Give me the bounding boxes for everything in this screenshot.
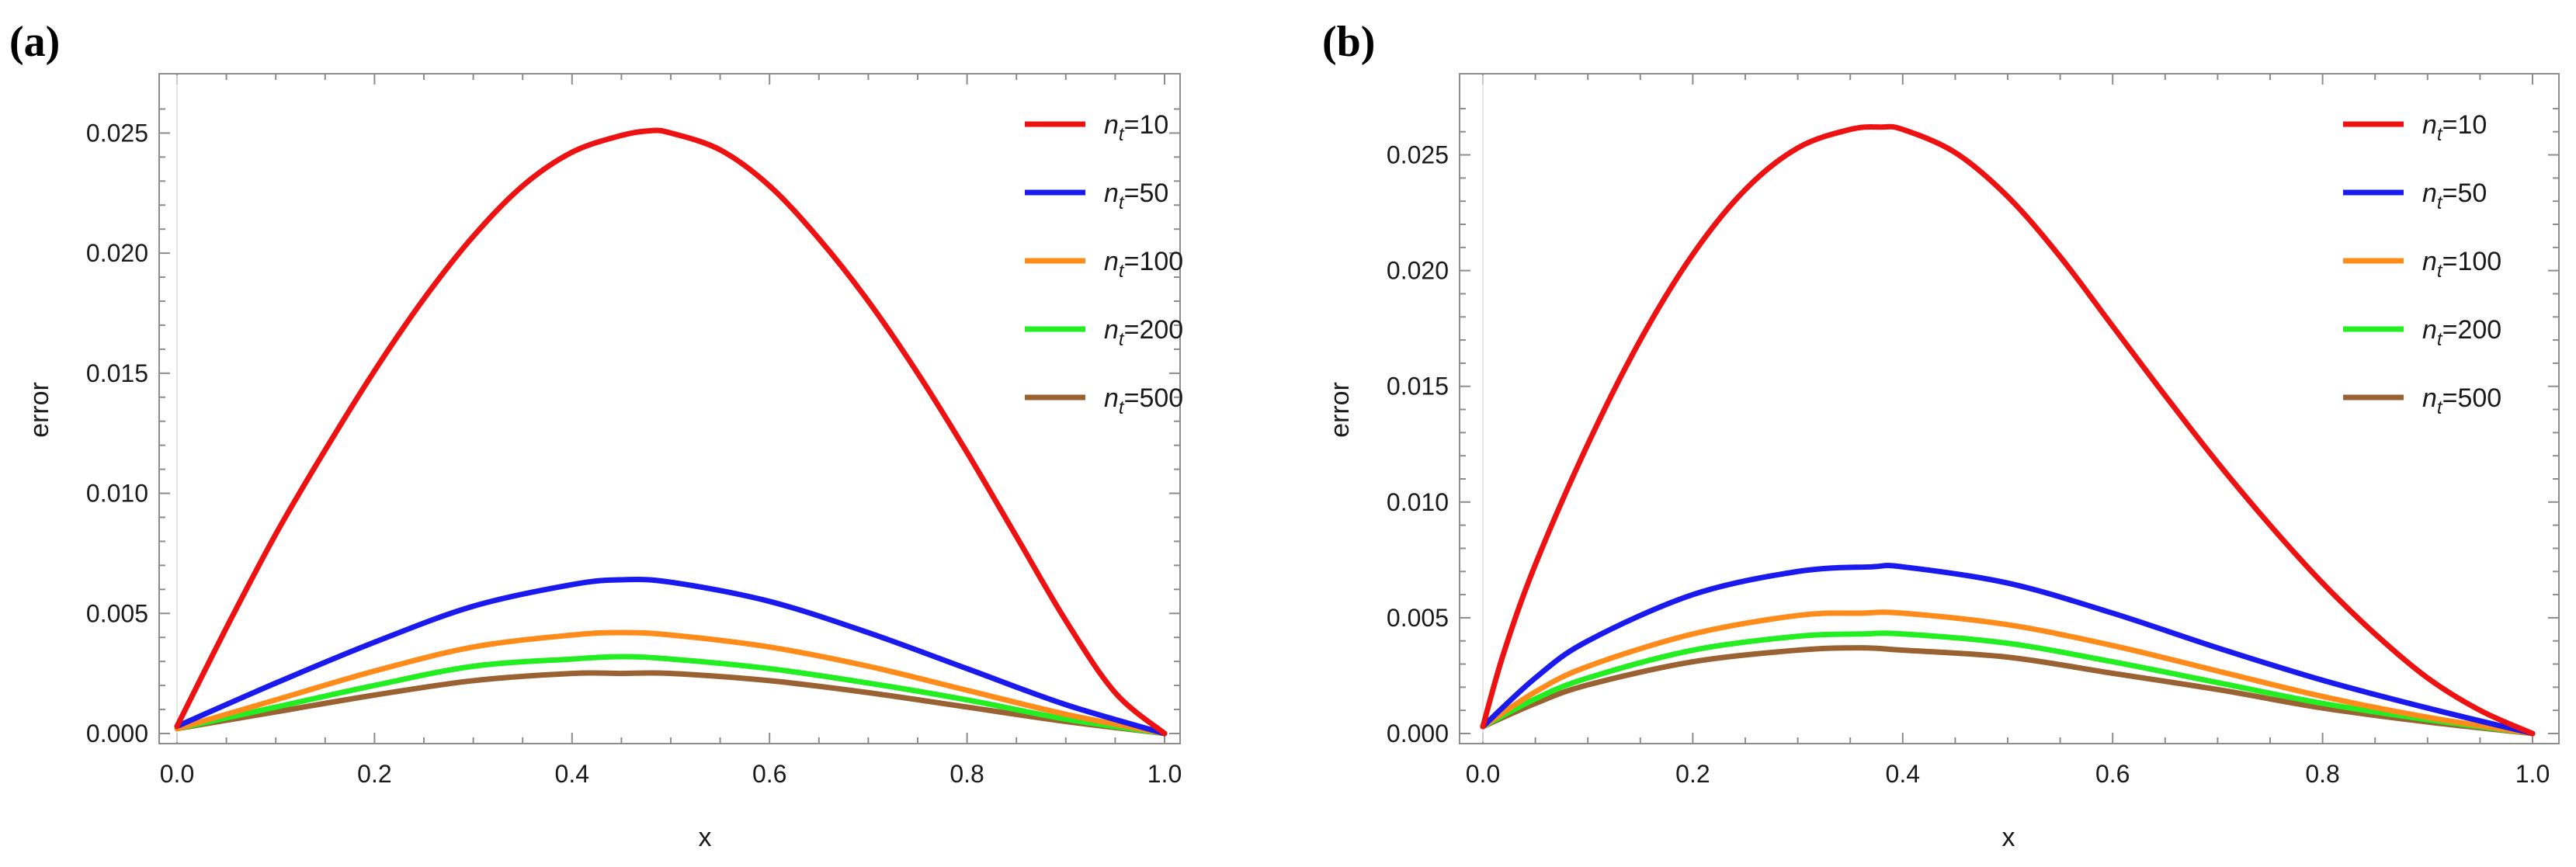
legend-label: nt=500 [1104,383,1183,418]
y-tick-label: 0.025 [86,119,148,147]
series-line-nt-50 [174,576,1168,737]
legend-label-base: n [1104,110,1119,140]
series-line-nt-200 [1480,630,2536,737]
legend-label: nt=200 [1104,315,1183,350]
x-tick-label: 0.0 [160,760,194,788]
legend-label-value: =500 [1124,383,1184,413]
legend-label-base: n [2422,110,2437,140]
legend-label-value: =500 [2442,383,2502,413]
legend-label-subscript: t [2437,329,2443,350]
legend-label-base: n [2422,315,2437,345]
plot-frame [1459,73,2560,744]
y-tick-label: 0.015 [86,359,148,387]
legend-label-subscript: t [2437,124,2443,145]
panel-label: (b) [1322,18,1375,66]
legend-item: nt=200 [1025,315,1183,350]
legend-label: nt=200 [2422,315,2501,350]
x-tick-label: 0.0 [1466,760,1500,788]
legend-item: nt=10 [2343,110,2487,145]
legend-label: nt=50 [1104,179,1168,213]
legend-label: nt=10 [1104,110,1168,145]
legend-item: nt=50 [1025,179,1168,213]
legend-label-value: =200 [2442,315,2502,345]
x-tick-label: 0.8 [950,760,984,788]
legend-label: nt=50 [2422,179,2487,213]
x-tick-label: 1.0 [2515,760,2550,788]
legend-label-subscript: t [2437,397,2443,418]
legend-label: nt=100 [1104,247,1183,282]
y-axis-label: error [1325,382,1355,438]
series-line-nt-10 [1480,123,2536,737]
legend-label-subscript: t [1119,329,1125,350]
legend-label-subscript: t [2437,261,2443,282]
legend-item: nt=10 [1025,110,1168,145]
y-tick-label: 0.010 [1387,488,1449,516]
legend-item: nt=500 [1025,383,1183,418]
x-tick-label: 1.0 [1147,760,1182,788]
series-line-nt-500 [174,670,1168,737]
legend-item: nt=100 [2343,247,2501,282]
y-tick-label: 0.020 [1387,257,1449,285]
legend-label-subscript: t [2437,192,2443,213]
legend-item: nt=100 [1025,247,1183,282]
legend-item: nt=500 [2343,383,2501,418]
series-line-nt-100 [1480,609,2536,737]
x-axis-label: x [699,823,712,852]
x-tick-label: 0.4 [1886,760,1920,788]
x-tick-label: 0.8 [2305,760,2339,788]
legend-label-value: =50 [2442,179,2487,208]
panel-b: (b) 0.0 0.2 0.4 0.6 0.8 1.0 0.000 0.005 0.010 0.01… [1322,18,2560,852]
series-line-nt-50 [1480,563,2536,737]
legend-label-value: =10 [2442,110,2487,140]
x-tick-label: 0.2 [1675,760,1710,788]
x-axis-label: x [2002,823,2015,852]
legend-label-base: n [1104,315,1119,345]
panel-a: (a) 0.0 0.2 0.4 0.6 0.8 1.0 0.000 0.005 0.010 0.01… [9,18,1183,852]
y-tick-label: 0.000 [86,720,148,747]
legend-label-value: =10 [1124,110,1169,140]
legend-label-value: =200 [1124,315,1184,345]
legend-label-value: =100 [1124,247,1184,276]
legend-label: nt=100 [2422,247,2501,282]
legend-label-base: n [1104,179,1119,208]
legend-label-subscript: t [1119,124,1125,145]
x-tick-label: 0.4 [555,760,589,788]
y-axis-label: error [25,382,54,438]
legend-item: nt=200 [2343,315,2501,350]
x-tick-label: 0.2 [357,760,391,788]
y-tick-label: 0.025 [1387,141,1449,169]
y-tick-label: 0.000 [1387,720,1449,747]
legend-label-base: n [2422,179,2437,208]
legend-label-base: n [1104,383,1119,413]
legend-label: nt=10 [2422,110,2487,145]
legend-label-value: =50 [1124,179,1169,208]
plot-frame [158,73,1181,744]
y-tick-label: 0.005 [1387,604,1449,632]
legend-label-base: n [2422,383,2437,413]
legend-label-subscript: t [1119,192,1125,213]
series-line-nt-100 [174,629,1168,737]
legend-item: nt=50 [2343,179,2487,213]
y-tick-label: 0.005 [86,599,148,627]
legend-label-subscript: t [1119,397,1125,418]
series-line-nt-200 [174,654,1168,737]
y-tick-label: 0.010 [86,480,148,508]
x-tick-label: 0.6 [752,760,786,788]
legend-label-base: n [1104,247,1119,276]
series-line-nt-500 [1480,645,2536,737]
x-tick-label: 0.6 [2095,760,2130,788]
legend-label-base: n [2422,247,2437,276]
legend-label: nt=500 [2422,383,2501,418]
y-tick-label: 0.020 [86,239,148,267]
legend-label-value: =100 [2442,247,2502,276]
series-line-nt-10 [174,127,1168,737]
y-tick-label: 0.015 [1387,373,1449,401]
panel-label: (a) [9,18,60,66]
legend-label-subscript: t [1119,261,1125,282]
